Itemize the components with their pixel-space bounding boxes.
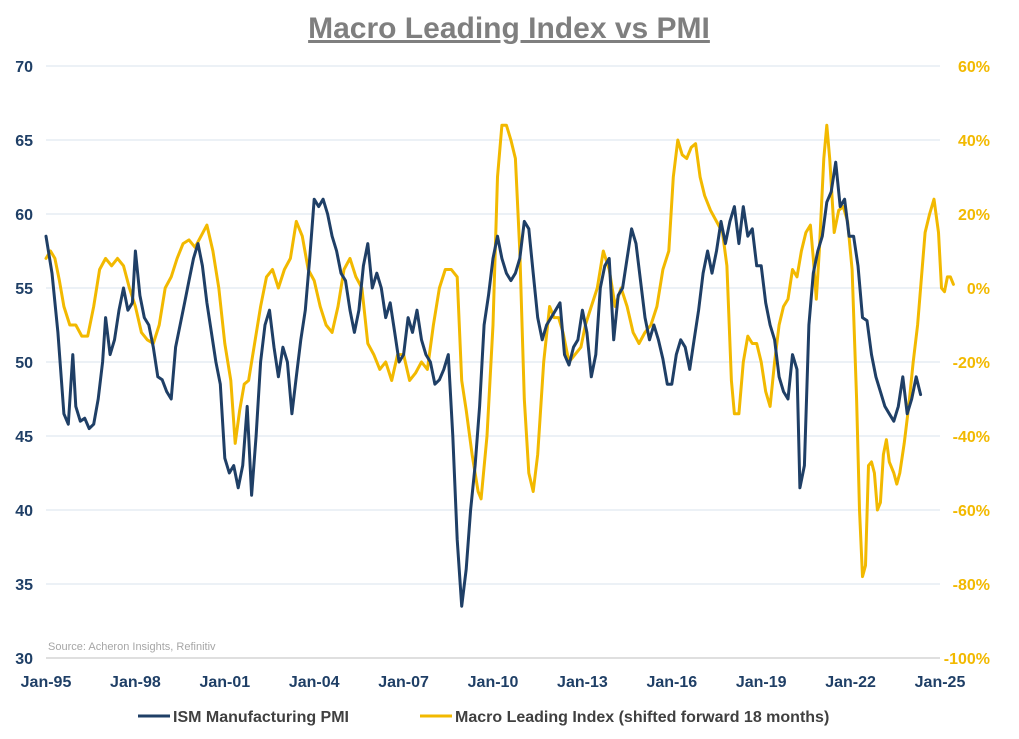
x-axis-tick-label: Jan-98 — [110, 674, 161, 691]
x-axis-tick-label: Jan-13 — [557, 674, 608, 691]
right-axis-tick-label: 60% — [958, 59, 990, 76]
right-axis-tick-label: -100% — [944, 651, 990, 668]
right-axis-tick-label: 20% — [958, 207, 990, 224]
right-axis-ticks: 60% 40% 20% 0% -20% -40% -60% -80% -100% — [944, 59, 990, 668]
legend: ISM Manufacturing PMI Macro Leading Inde… — [138, 709, 829, 726]
left-axis-tick-label: 50 — [15, 355, 33, 372]
right-axis-tick-label: -80% — [953, 577, 990, 594]
x-axis-ticks: Jan-95 Jan-98 Jan-01 Jan-04 Jan-07 Jan-10 Jan-… — [21, 674, 966, 691]
series-line-macro-leading-index — [44, 123, 955, 579]
right-axis-tick-label: -40% — [953, 429, 990, 446]
left-axis-tick-label: 55 — [15, 281, 33, 298]
x-axis-tick-label: Jan-01 — [199, 674, 250, 691]
right-axis-tick-label: -20% — [953, 355, 990, 372]
x-axis-tick-label: Jan-04 — [289, 674, 340, 691]
left-axis-tick-label: 40 — [15, 503, 33, 520]
x-axis-tick-label: Jan-19 — [736, 674, 787, 691]
x-axis-tick-label: Jan-22 — [825, 674, 876, 691]
left-axis-tick-label: 45 — [15, 429, 33, 446]
gridlines — [46, 65, 940, 659]
chart-title: Macro Leading Index vs PMI — [308, 12, 710, 45]
left-axis-tick-label: 35 — [15, 577, 33, 594]
x-axis-tick-label: Jan-95 — [21, 674, 72, 691]
x-axis-tick-label: Jan-10 — [468, 674, 519, 691]
left-axis-tick-label: 70 — [15, 59, 33, 76]
left-axis-ticks: 70 65 60 55 50 45 40 35 30 — [15, 59, 33, 668]
x-axis-tick-label: Jan-25 — [915, 674, 966, 691]
x-axis-tick-label: Jan-16 — [646, 674, 697, 691]
left-axis-tick-label: 65 — [15, 133, 33, 150]
left-axis-tick-label: 60 — [15, 207, 33, 224]
source-note: Source: Acheron Insights, Refinitiv — [48, 641, 216, 653]
right-axis-tick-label: 40% — [958, 133, 990, 150]
series-group — [44, 123, 955, 608]
series-line-ism-pmi — [44, 160, 923, 608]
right-axis-tick-label: -60% — [953, 503, 990, 520]
legend-label-macro: Macro Leading Index (shifted forward 18 … — [455, 709, 829, 726]
right-axis-tick-label: 0% — [967, 281, 990, 298]
legend-label-ism: ISM Manufacturing PMI — [173, 709, 349, 726]
left-axis-tick-label: 30 — [15, 651, 33, 668]
x-axis-tick-label: Jan-07 — [378, 674, 429, 691]
